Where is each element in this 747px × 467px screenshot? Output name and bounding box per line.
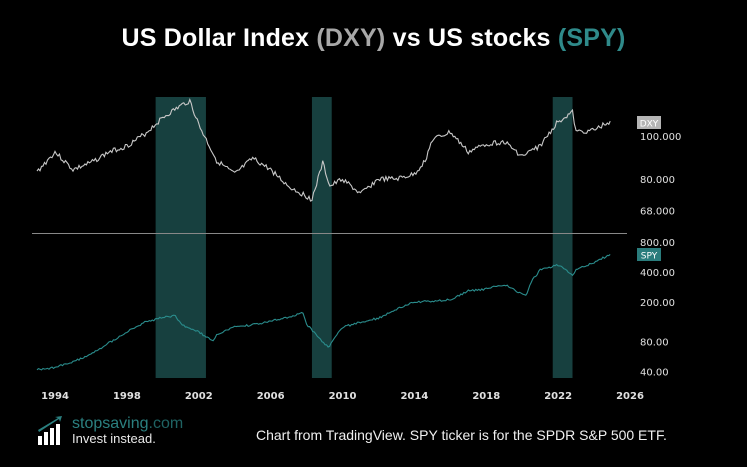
series-badge-dxy <box>637 116 661 129</box>
brand-domain: .com <box>148 415 184 432</box>
bar-chart-logo-icon <box>38 416 62 445</box>
x-tick: 2014 <box>400 391 428 402</box>
x-tick: 2010 <box>329 391 357 402</box>
tagline: Invest instead. <box>72 431 156 446</box>
series-badge-label: DXY <box>640 120 659 130</box>
y-tick-spy: 400.00 <box>640 268 675 279</box>
title-middle: vs US stocks <box>385 24 558 52</box>
y-tick-spy: 40.00 <box>640 368 669 379</box>
x-tick: 2002 <box>185 391 213 402</box>
y-tick-spy: 800.00 <box>640 238 675 249</box>
series-badge-label: SPY <box>641 252 658 262</box>
brand-name: stopsaving <box>72 415 149 432</box>
y-tick-dxy: 100.000 <box>640 132 681 143</box>
series-line-spy <box>36 253 611 371</box>
title-dxy: (DXY) <box>316 24 386 52</box>
x-tick: 1998 <box>113 391 141 402</box>
chart-title: US Dollar Index (DXY) vs US stocks (SPY) <box>0 24 747 53</box>
shaded-period-2 <box>552 97 573 378</box>
x-tick: 2006 <box>257 391 285 402</box>
title-prefix: US Dollar Index <box>121 24 317 52</box>
y-tick-spy: 80.00 <box>640 338 669 349</box>
x-tick: 2018 <box>472 391 500 402</box>
x-tick: 1994 <box>41 391 69 402</box>
shaded-period-0 <box>155 97 206 378</box>
y-tick-dxy: 80.000 <box>640 175 675 186</box>
x-tick: 2026 <box>616 391 644 402</box>
series-badge-spy <box>637 248 661 261</box>
title-spy: (SPY) <box>557 24 626 52</box>
y-tick-dxy: 68.000 <box>640 206 675 217</box>
y-tick-spy: 200.00 <box>640 298 675 309</box>
series-line-dxy <box>36 98 611 202</box>
x-tick: 2022 <box>544 391 572 402</box>
source-note: Chart from TradingView. SPY ticker is fo… <box>256 427 667 443</box>
shaded-period-1 <box>311 97 332 378</box>
logo: stopsaving.com Invest instead. <box>36 416 183 446</box>
